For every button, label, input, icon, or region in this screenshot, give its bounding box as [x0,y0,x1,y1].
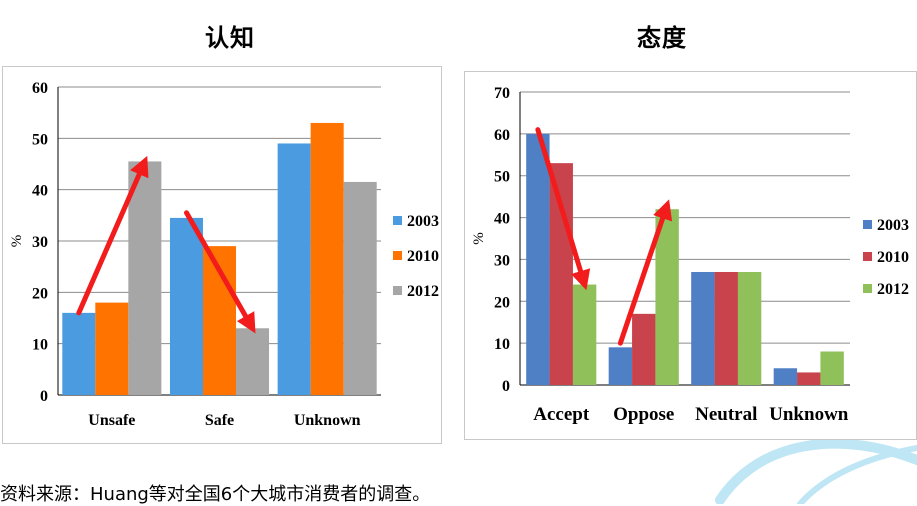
chart-title-attitude: 态度 [637,24,687,52]
legend-entry: 2012 [407,283,439,300]
y-tick-label: 60 [494,127,510,144]
legend-entry: 2010 [407,248,439,265]
bar-chart-cognition: 0 10 20 30 40 50 60% Unsafe Safe Unknown 2003 2010 2… [9,80,439,429]
source-note: 资料来源：Huang等对全国6个大城市消费者的调查。 [0,484,431,505]
chart-panel-attitude: 0 10 20 30 40 50 60 70% Accept Oppose Neutral Unkno… [464,71,917,440]
bar [820,351,844,385]
y-tick-label: 70 [494,85,510,102]
bar [572,284,597,385]
x-tick-label: Unsafe [88,412,135,429]
bar [526,133,550,385]
trend-arrow [535,127,591,291]
chart-panel-cognition: 0 10 20 30 40 50 60% Unsafe Safe Unknown 2003 2010 2… [2,66,442,444]
trend-arrow [617,199,673,346]
legend-entry: 2010 [877,249,909,266]
y-tick-label: 60 [32,80,48,97]
bar [95,302,129,395]
x-tick-label: Oppose [613,404,674,425]
y-tick-label: 40 [494,211,510,228]
y-axis-label: % [471,232,487,245]
bar [655,209,679,385]
y-axis-label: % [9,235,25,248]
bar [773,368,798,385]
y-tick-label: 20 [494,294,510,311]
y-tick-label: 20 [32,285,48,302]
y-tick-label: 40 [32,183,48,200]
trend-arrow [76,155,149,316]
bar [236,328,270,395]
x-tick-label: Unknown [769,404,849,425]
legend-swatch [863,252,872,261]
y-tick-label: 0 [502,378,510,395]
bar [714,271,738,385]
legend-swatch [393,286,402,295]
bar [797,372,821,385]
bar [310,122,344,395]
legend-swatch [393,216,402,225]
bar [343,181,377,395]
bar [549,163,573,385]
chart-title-cognition: 认知 [205,24,255,52]
x-tick-label: Neutral [695,404,757,425]
x-tick-label: Unknown [294,412,361,429]
y-tick-label: 30 [32,234,48,251]
bar [128,161,162,395]
legend-entry: 2003 [407,213,439,230]
bar [62,312,96,395]
legend-swatch [863,284,872,293]
bar [632,313,656,385]
legend-entry: 2003 [877,217,909,234]
y-tick-label: 30 [494,252,510,269]
legend-entry: 2012 [877,281,909,298]
trend-arrow [183,210,256,334]
legend-swatch [863,220,872,229]
y-tick-label: 10 [494,336,510,353]
y-tick-label: 0 [40,388,48,405]
y-tick-label: 10 [32,337,48,354]
y-tick-label: 50 [494,169,510,186]
bar [737,271,762,385]
bar [169,217,203,395]
bar [608,347,633,385]
bar [277,143,311,395]
legend-swatch [393,251,402,260]
bar [691,271,715,385]
x-tick-label: Safe [205,412,234,429]
x-tick-label: Accept [533,404,590,425]
y-tick-label: 50 [32,131,48,148]
bar-chart-attitude: 0 10 20 30 40 50 60 70% Accept Oppose Neutral Unkno… [471,85,909,425]
